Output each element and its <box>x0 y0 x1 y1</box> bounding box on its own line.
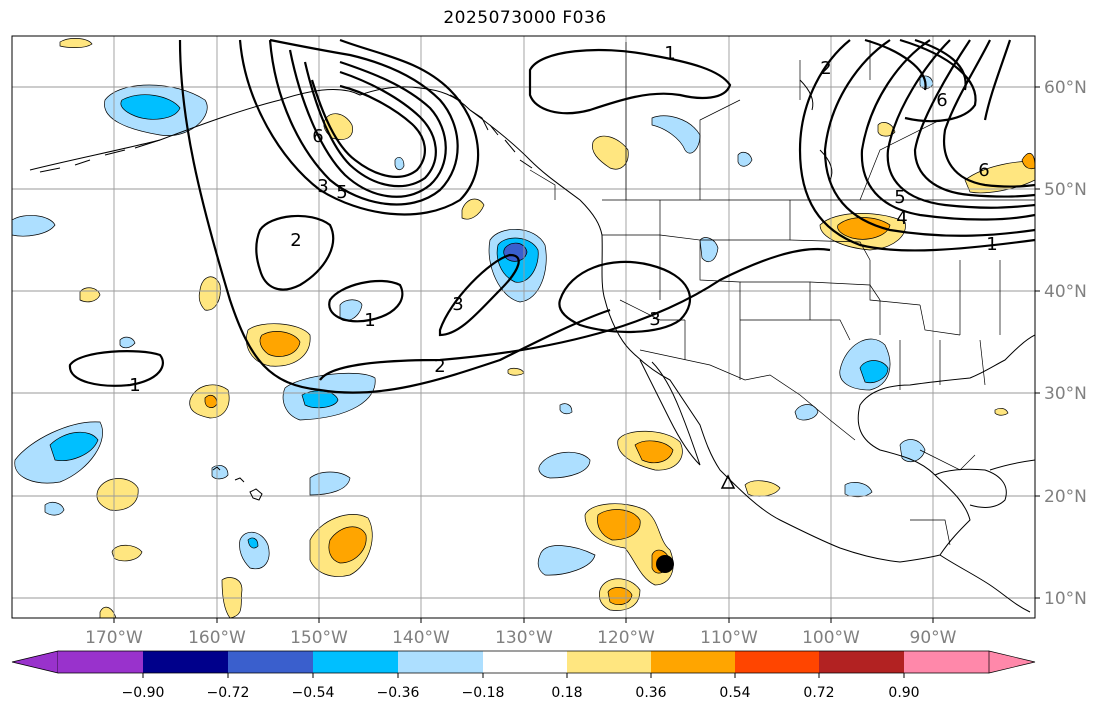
lon-label: 90°W <box>910 628 957 648</box>
contour-label: 1 <box>664 43 675 64</box>
contour-label: 3 <box>649 309 660 330</box>
contour-label: 2 <box>434 356 445 377</box>
lon-label: 160°W <box>188 628 246 648</box>
lat-label: 10°N <box>1044 589 1087 609</box>
storm-center-marker <box>656 555 674 573</box>
contour-label: 5 <box>894 187 905 208</box>
lat-label: 40°N <box>1044 282 1087 302</box>
lon-label: 120°W <box>597 628 655 648</box>
lon-label: 110°W <box>700 628 758 648</box>
colorbar-segment <box>313 651 398 673</box>
colorbar-segment <box>567 651 651 673</box>
lat-label: 30°N <box>1044 384 1087 404</box>
contour-label: 6 <box>312 126 323 147</box>
lon-label: 140°W <box>392 628 450 648</box>
colorbar-tick-label: −0.72 <box>207 685 250 701</box>
lon-label: 100°W <box>802 628 860 648</box>
contour-label: 3 <box>317 176 328 197</box>
contour-labels: 1 1 6 3 5 2 1 3 2 3 2 6 6 5 4 1 <box>129 43 997 396</box>
colorbar-segment <box>228 651 313 673</box>
colorbar-tick-label: 0.36 <box>635 685 666 701</box>
lon-label: 150°W <box>290 628 348 648</box>
anomaly-shading <box>12 38 1035 618</box>
lon-label: 130°W <box>495 628 553 648</box>
colorbar-segment <box>398 651 483 673</box>
colorbar-segment <box>904 651 989 673</box>
contour-label: 6 <box>936 90 947 111</box>
tick-marks <box>113 86 1040 623</box>
colorbar-segment <box>143 651 228 673</box>
lon-label: 170°W <box>85 628 143 648</box>
contour-label: 2 <box>290 230 301 251</box>
colorbar-segment <box>819 651 904 673</box>
contour-label: 6 <box>978 160 989 181</box>
colorbar-segment <box>651 651 735 673</box>
colorbar-tick-label: 0.54 <box>719 685 750 701</box>
colorbar-segment <box>483 651 567 673</box>
contour-label: 1 <box>129 375 140 396</box>
contour-label: 2 <box>820 58 831 79</box>
colorbar-extend-max <box>988 650 1036 674</box>
contour-label: 3 <box>452 294 463 315</box>
political-borders <box>529 40 1035 546</box>
lat-label: 20°N <box>1044 487 1087 507</box>
colorbar-tick-label: 0.18 <box>551 685 582 701</box>
longitude-labels: 170°W 160°W 150°W 140°W 130°W 120°W 110°… <box>85 628 957 648</box>
colorbar-tick-label: 0.90 <box>888 685 919 701</box>
contour-label: 1 <box>364 310 375 331</box>
contours <box>68 38 1035 394</box>
colorbar-tick-label: −0.90 <box>122 685 165 701</box>
colorbar-segment <box>58 651 143 673</box>
colorbar: −0.90 −0.72 −0.54 −0.36 −0.18 0.18 0.36 … <box>11 650 1036 701</box>
colorbar-tick-label: 0.72 <box>803 685 834 701</box>
island-marker <box>720 474 736 489</box>
colorbar-ticks <box>142 673 905 678</box>
latitude-labels: 60°N 50°N 40°N 30°N 20°N 10°N <box>1044 78 1087 609</box>
map-title: 2025073000 F036 <box>443 8 607 28</box>
contour-label: 4 <box>896 208 907 229</box>
lat-label: 60°N <box>1044 78 1087 98</box>
lat-label: 50°N <box>1044 180 1087 200</box>
contour-label: 5 <box>336 182 347 203</box>
colorbar-tick-label: −0.18 <box>462 685 505 701</box>
colorbar-segment <box>735 651 819 673</box>
colorbar-tick-label: −0.36 <box>377 685 420 701</box>
contour-label: 1 <box>986 234 997 255</box>
colorbar-extend-min <box>11 650 59 674</box>
colorbar-tick-label: −0.54 <box>292 685 335 701</box>
